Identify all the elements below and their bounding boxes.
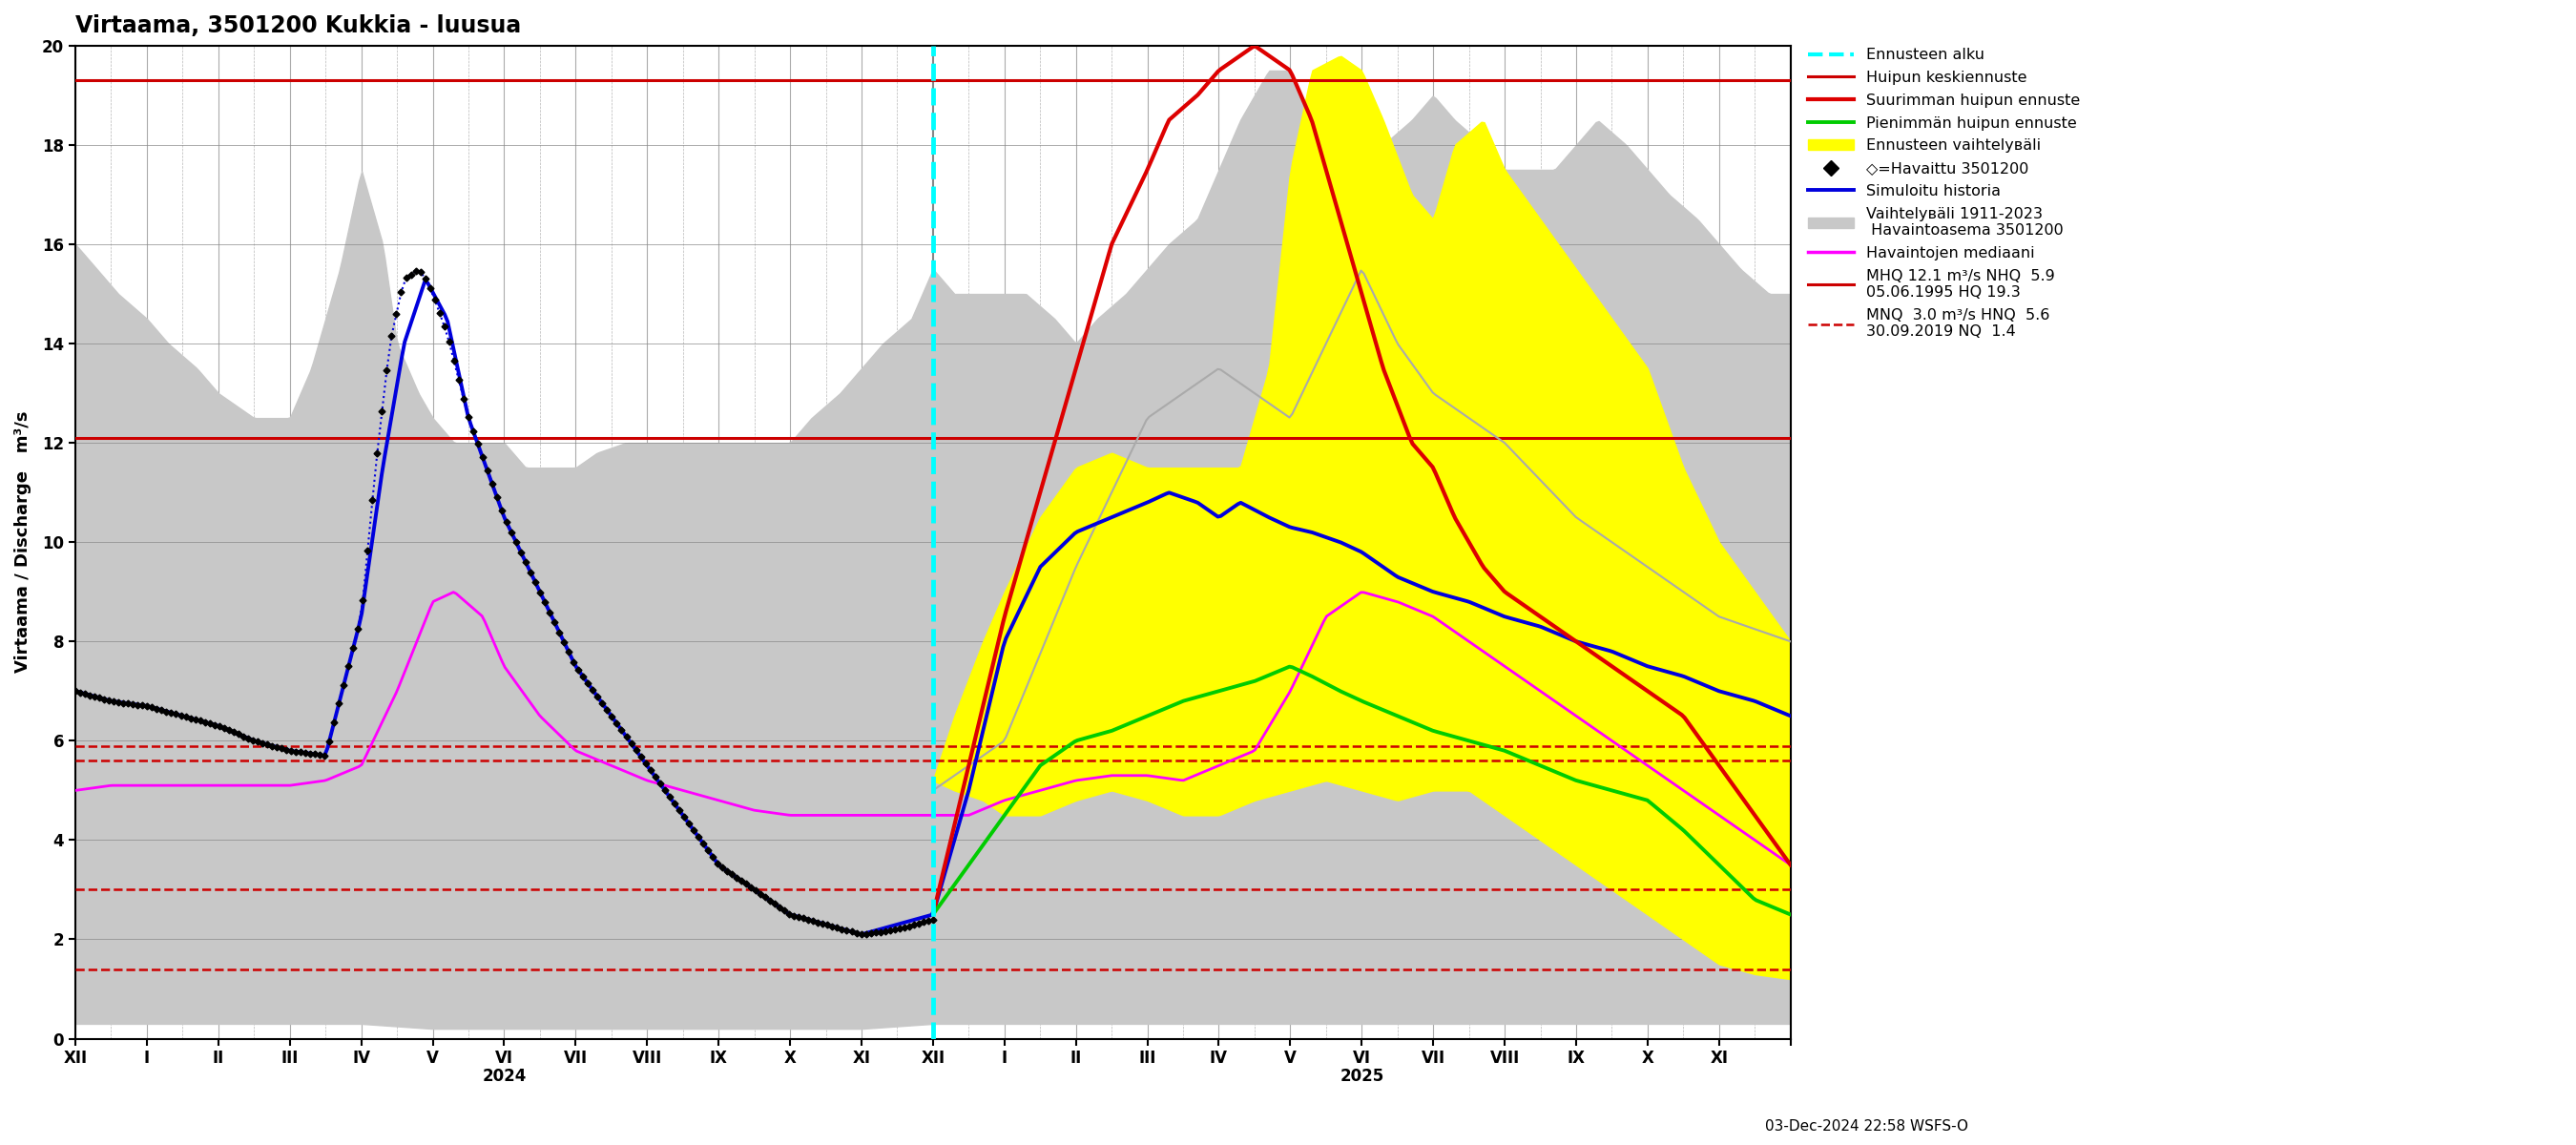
Text: 2024: 2024 bbox=[482, 1067, 526, 1085]
Text: 2025: 2025 bbox=[1340, 1067, 1383, 1085]
Legend: Ennusteen alku, Huipun keskiennuste, Suurimman huipun ennuste, Pienimmän huipun : Ennusteen alku, Huipun keskiennuste, Suu… bbox=[1803, 44, 2084, 344]
Y-axis label: Virtaama / Discharge   m³/s: Virtaama / Discharge m³/s bbox=[15, 411, 31, 673]
Text: 03-Dec-2024 22:58 WSFS-O: 03-Dec-2024 22:58 WSFS-O bbox=[1765, 1120, 1968, 1134]
Text: Virtaama, 3501200 Kukkia - luusua: Virtaama, 3501200 Kukkia - luusua bbox=[75, 15, 520, 38]
